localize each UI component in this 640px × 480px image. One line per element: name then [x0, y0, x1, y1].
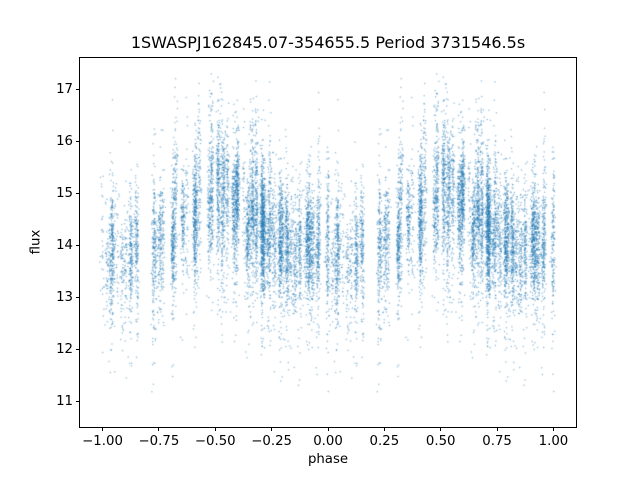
y-tick-mark	[76, 348, 80, 350]
x-tick-label: −0.75	[138, 434, 180, 449]
x-tick-label: 0.50	[425, 434, 456, 449]
y-tick-label: 12	[56, 341, 73, 357]
y-tick-label: 11	[56, 393, 73, 409]
x-tick-label: 0.00	[313, 434, 343, 449]
plot-area	[79, 57, 577, 428]
chart-title: 1SWASPJ162845.07-354655.5 Period 3731546…	[130, 33, 526, 52]
x-tick-mark	[102, 427, 104, 431]
x-tick-label: 1.00	[538, 434, 569, 449]
y-tick-mark	[76, 140, 80, 142]
y-tick-mark	[76, 244, 80, 246]
y-tick-mark	[76, 192, 80, 194]
y-tick-label: 15	[56, 185, 73, 201]
x-tick-mark	[496, 427, 498, 431]
y-tick-mark	[76, 296, 80, 298]
y-tick-label: 13	[56, 289, 73, 305]
x-axis-label: phase	[307, 452, 349, 467]
x-tick-label: −0.25	[251, 434, 292, 449]
x-tick-mark	[327, 427, 329, 431]
x-tick-label: 0.25	[369, 434, 400, 449]
y-tick-label: 14	[56, 237, 73, 253]
x-tick-label: 0.75	[482, 434, 512, 449]
x-tick-label: −0.50	[194, 434, 236, 449]
x-tick-mark	[383, 427, 385, 431]
x-tick-mark	[552, 427, 554, 431]
y-tick-label: 16	[56, 133, 73, 149]
y-tick-mark	[76, 88, 80, 90]
scatter-points-canvas	[80, 58, 576, 427]
x-tick-mark	[214, 427, 216, 431]
x-tick-label: −1.00	[82, 434, 123, 449]
x-tick-mark	[440, 427, 442, 431]
y-tick-label: 17	[56, 81, 73, 97]
x-tick-mark	[158, 427, 160, 431]
y-tick-mark	[76, 400, 80, 402]
x-tick-mark	[271, 427, 273, 431]
